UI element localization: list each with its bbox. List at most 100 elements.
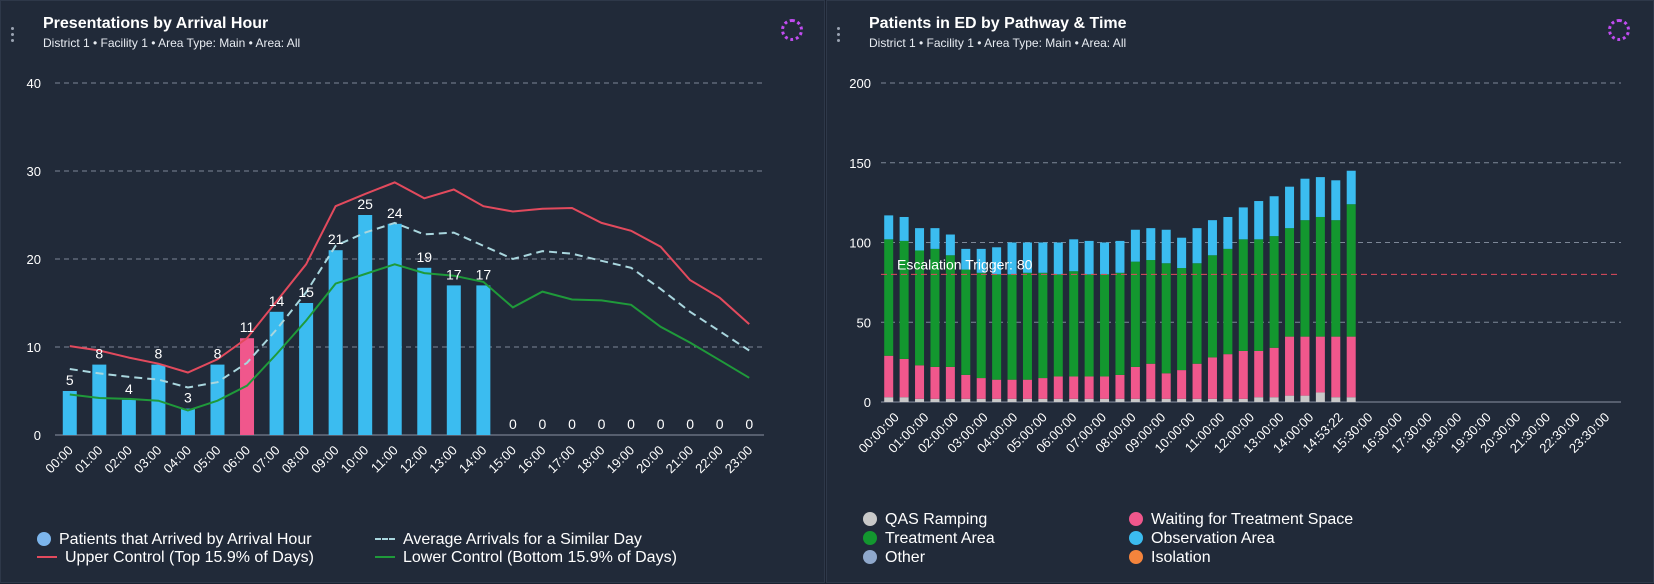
legend-dot-icon	[863, 512, 877, 526]
x-tick-label: 04:00	[160, 443, 194, 477]
stacked-bar-segment	[1238, 207, 1248, 240]
stacked-bar-segment	[1146, 398, 1156, 402]
legend-line-icon	[37, 556, 57, 558]
stacked-bar-segment	[945, 398, 955, 402]
stacked-bar-segment	[1223, 248, 1233, 355]
legend-item-lower-control[interactable]: Lower Control (Bottom 15.9% of Days)	[375, 549, 677, 567]
stacked-bar-segment	[1223, 354, 1233, 399]
data-label: 4	[125, 381, 133, 397]
stacked-bar-segment	[1238, 350, 1248, 399]
stacked-bar-segment	[1177, 370, 1187, 399]
bar	[328, 250, 343, 435]
legend-item-other[interactable]: Other	[863, 549, 925, 567]
stacked-bar-segment	[1177, 398, 1187, 402]
stacked-bar-segment	[1285, 336, 1295, 396]
legend-dot-icon	[1129, 512, 1143, 526]
x-tick-label: 03:00	[131, 443, 165, 477]
stacked-bar-segment	[1207, 255, 1217, 358]
escalation-label: Escalation Trigger: 80	[897, 256, 1033, 272]
stacked-bar-segment	[945, 255, 955, 367]
y-tick-label: 200	[849, 76, 871, 91]
stacked-bar-segment	[930, 228, 940, 249]
stacked-bar-segment	[1022, 398, 1032, 402]
stacked-bar-segment	[899, 240, 909, 359]
stacked-bar-segment	[1346, 336, 1356, 398]
stacked-bar-segment	[1346, 170, 1356, 205]
data-label: 14	[269, 293, 285, 309]
stacked-bar-segment	[1192, 263, 1202, 364]
x-tick-label: 13:00	[426, 443, 460, 477]
x-tick-label: 21:00	[663, 443, 697, 477]
stacked-bar-segment	[1331, 180, 1341, 221]
panel-menu-icon[interactable]	[11, 27, 15, 43]
stacked-bar-segment	[1022, 272, 1032, 380]
stacked-bar-segment	[899, 397, 909, 402]
stacked-bar-segment	[1315, 392, 1325, 402]
bar	[417, 267, 432, 435]
stacked-bar-segment	[1223, 216, 1233, 249]
x-tick-label: 17:00	[544, 443, 578, 477]
bar	[358, 215, 373, 435]
data-label: 0	[539, 416, 547, 432]
stacked-bar-segment	[1146, 228, 1156, 261]
stacked-bar-segment	[961, 248, 971, 270]
data-label: 15	[298, 284, 314, 300]
stacked-bar-segment	[1331, 220, 1341, 337]
stacked-bar-segment	[1300, 220, 1310, 337]
stacked-bar-segment	[1223, 398, 1233, 402]
stacked-bar-segment	[1115, 272, 1125, 375]
panel-menu-icon[interactable]	[837, 27, 841, 43]
stacked-bar-segment	[1053, 398, 1063, 402]
legend-dot-icon	[863, 531, 877, 545]
data-label: 0	[568, 416, 576, 432]
stacked-bar-segment	[1346, 204, 1356, 337]
stacked-bar-segment	[1084, 240, 1094, 275]
x-tick-label: 08:00	[279, 443, 313, 477]
legend-item-treatment[interactable]: Treatment Area	[863, 530, 995, 548]
y-tick-label: 40	[27, 76, 41, 91]
stacked-bar-segment	[1285, 395, 1295, 402]
stacked-bar-segment	[915, 250, 925, 366]
legend-item-waiting[interactable]: Waiting for Treatment Space	[1129, 511, 1353, 529]
legend-item-upper-control[interactable]: Upper Control (Top 15.9% of Days)	[37, 549, 314, 567]
stacked-bar-segment	[1069, 376, 1079, 399]
stacked-bar-segment	[884, 239, 894, 356]
bar	[180, 408, 195, 435]
stacked-bar-segment	[1130, 366, 1140, 399]
x-tick-label: 00:00	[42, 443, 76, 477]
stacked-bar-segment	[976, 248, 986, 273]
legend-item-qas-ramping[interactable]: QAS Ramping	[863, 511, 987, 529]
stacked-bar-segment	[1161, 229, 1171, 264]
stacked-bar-segment	[1007, 242, 1017, 275]
legend-item-observation[interactable]: Observation Area	[1129, 530, 1275, 548]
stacked-bar-segment	[1161, 373, 1171, 399]
stacked-bar-segment	[1130, 229, 1140, 262]
stacked-bar-segment	[915, 398, 925, 402]
legend-item-arrived[interactable]: Patients that Arrived by Arrival Hour	[37, 531, 312, 549]
stacked-bar-segment	[1007, 379, 1017, 399]
stacked-bar-segment	[1238, 398, 1248, 402]
stacked-bar-segment	[1084, 274, 1094, 377]
upper-control-line	[69, 181, 750, 374]
data-label: 0	[657, 416, 665, 432]
data-label: 0	[745, 416, 753, 432]
x-tick-label: 12:00	[397, 443, 431, 477]
legend-item-isolation[interactable]: Isolation	[1129, 549, 1211, 567]
legend-item-average[interactable]: Average Arrivals for a Similar Day	[375, 531, 642, 549]
data-label: 8	[154, 346, 162, 362]
arrivals-chart-title: Presentations by Arrival Hour	[43, 15, 269, 32]
stacked-bar-segment	[976, 398, 986, 402]
data-label: 24	[387, 205, 403, 221]
stacked-bar-segment	[1192, 398, 1202, 402]
stacked-bar-segment	[992, 379, 1002, 399]
legend-dot-icon	[863, 550, 877, 564]
stacked-bar-segment	[1269, 196, 1279, 237]
legend-dash-icon	[375, 538, 395, 540]
stacked-bar-segment	[915, 228, 925, 251]
y-tick-label: 0	[864, 395, 871, 410]
x-tick-label: 16:00	[515, 443, 549, 477]
stacked-bar-segment	[1069, 239, 1079, 272]
x-tick-label: 22:00	[692, 443, 726, 477]
stacked-bar-segment	[1331, 397, 1341, 402]
